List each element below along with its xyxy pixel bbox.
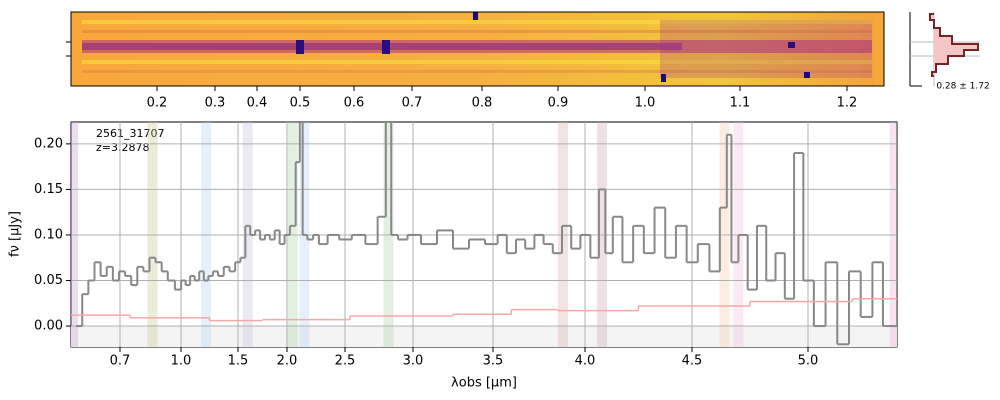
y-tick-label: 0.20 xyxy=(34,136,63,151)
x-tick-label: 4.0 xyxy=(575,354,596,369)
x-axis-label: λobs [μm] xyxy=(451,376,517,391)
x-tick-label: 0.7 xyxy=(402,96,423,111)
annotation: 0.28 ± 1.72 xyxy=(936,82,989,92)
x-tick-label: 0.2 xyxy=(147,96,168,111)
x-tick-label: 3.0 xyxy=(403,354,424,369)
plot-area xyxy=(71,122,897,347)
x-tick-label: 5.0 xyxy=(798,354,819,369)
x-tick-label: 3.5 xyxy=(483,354,504,369)
chart-title: 2561_31707 xyxy=(96,127,165,140)
x-tick-label: 0.6 xyxy=(344,96,365,111)
y-tick-label: 0.15 xyxy=(34,182,63,197)
x-tick-label: 0.8 xyxy=(472,96,493,111)
x-tick-label: 1.2 xyxy=(837,96,858,111)
x-tick-label: 2.0 xyxy=(277,354,298,369)
x-tick-label: 0.7 xyxy=(110,354,131,369)
x-tick-label: 1.0 xyxy=(171,354,192,369)
x-tick-label: 0.4 xyxy=(247,96,268,111)
y-tick-label: 0.05 xyxy=(34,273,63,288)
subtitle: z=3.2878 xyxy=(96,141,149,154)
image-panel xyxy=(66,11,885,87)
x-tick-label: 0.3 xyxy=(205,96,226,111)
x-tick-label: 0.9 xyxy=(548,96,569,111)
x-tick-label: 0.5 xyxy=(290,96,311,111)
x-tick-label: 1.5 xyxy=(228,354,249,369)
y-axis-label: fν [μJy] xyxy=(8,211,23,257)
x-tick-label: 4.5 xyxy=(682,354,703,369)
histogram-panel: 0.28 ± 1.72 xyxy=(909,12,990,92)
x-tick-label: 2.5 xyxy=(335,354,356,369)
x-tick-label: 1.0 xyxy=(635,96,656,111)
y-tick-label: 0.00 xyxy=(34,319,63,334)
y-tick-label: 0.10 xyxy=(34,227,63,242)
below-zero-region xyxy=(71,326,897,347)
x-tick-label: 1.1 xyxy=(730,96,751,111)
